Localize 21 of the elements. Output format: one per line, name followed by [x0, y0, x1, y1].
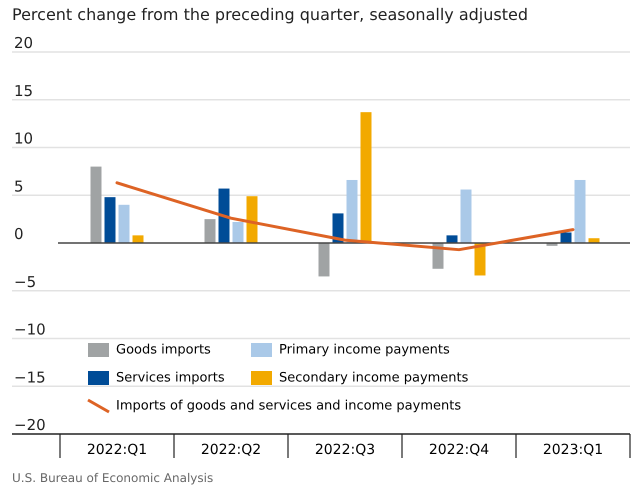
- x-tick-label: 2023:Q1: [542, 442, 604, 458]
- legend-label: Services imports: [116, 370, 225, 386]
- text: U.S. Bureau of Economic Analysis: [12, 471, 214, 485]
- y-tick-label: 10: [14, 130, 34, 148]
- legend-label: Imports of goods and services and income payments: [116, 398, 462, 414]
- chart-title: Percent change from the preceding quarter, seasonally adjusted: [12, 5, 528, 24]
- y-tick-label: −5: [14, 272, 36, 291]
- legend-label: Secondary income payments: [279, 370, 469, 386]
- y-tick-label: 15: [14, 82, 34, 100]
- x-tick-label: 2022:Q1: [86, 442, 148, 458]
- x-tick-label: 2022:Q3: [314, 442, 376, 458]
- y-tick-label: −20: [14, 416, 46, 434]
- y-tick-label: 0: [14, 225, 24, 243]
- y-tick-label: 5: [14, 177, 24, 196]
- y-tick-label: 20: [14, 34, 34, 52]
- x-tick-label: 2022:Q2: [200, 442, 262, 458]
- legend-label: Primary income payments: [279, 342, 450, 358]
- y-tick-label: −15: [14, 368, 46, 386]
- legend-label: Goods imports: [116, 342, 212, 358]
- x-tick-label: 2022:Q4: [428, 442, 490, 458]
- y-tick-label: −10: [14, 320, 46, 338]
